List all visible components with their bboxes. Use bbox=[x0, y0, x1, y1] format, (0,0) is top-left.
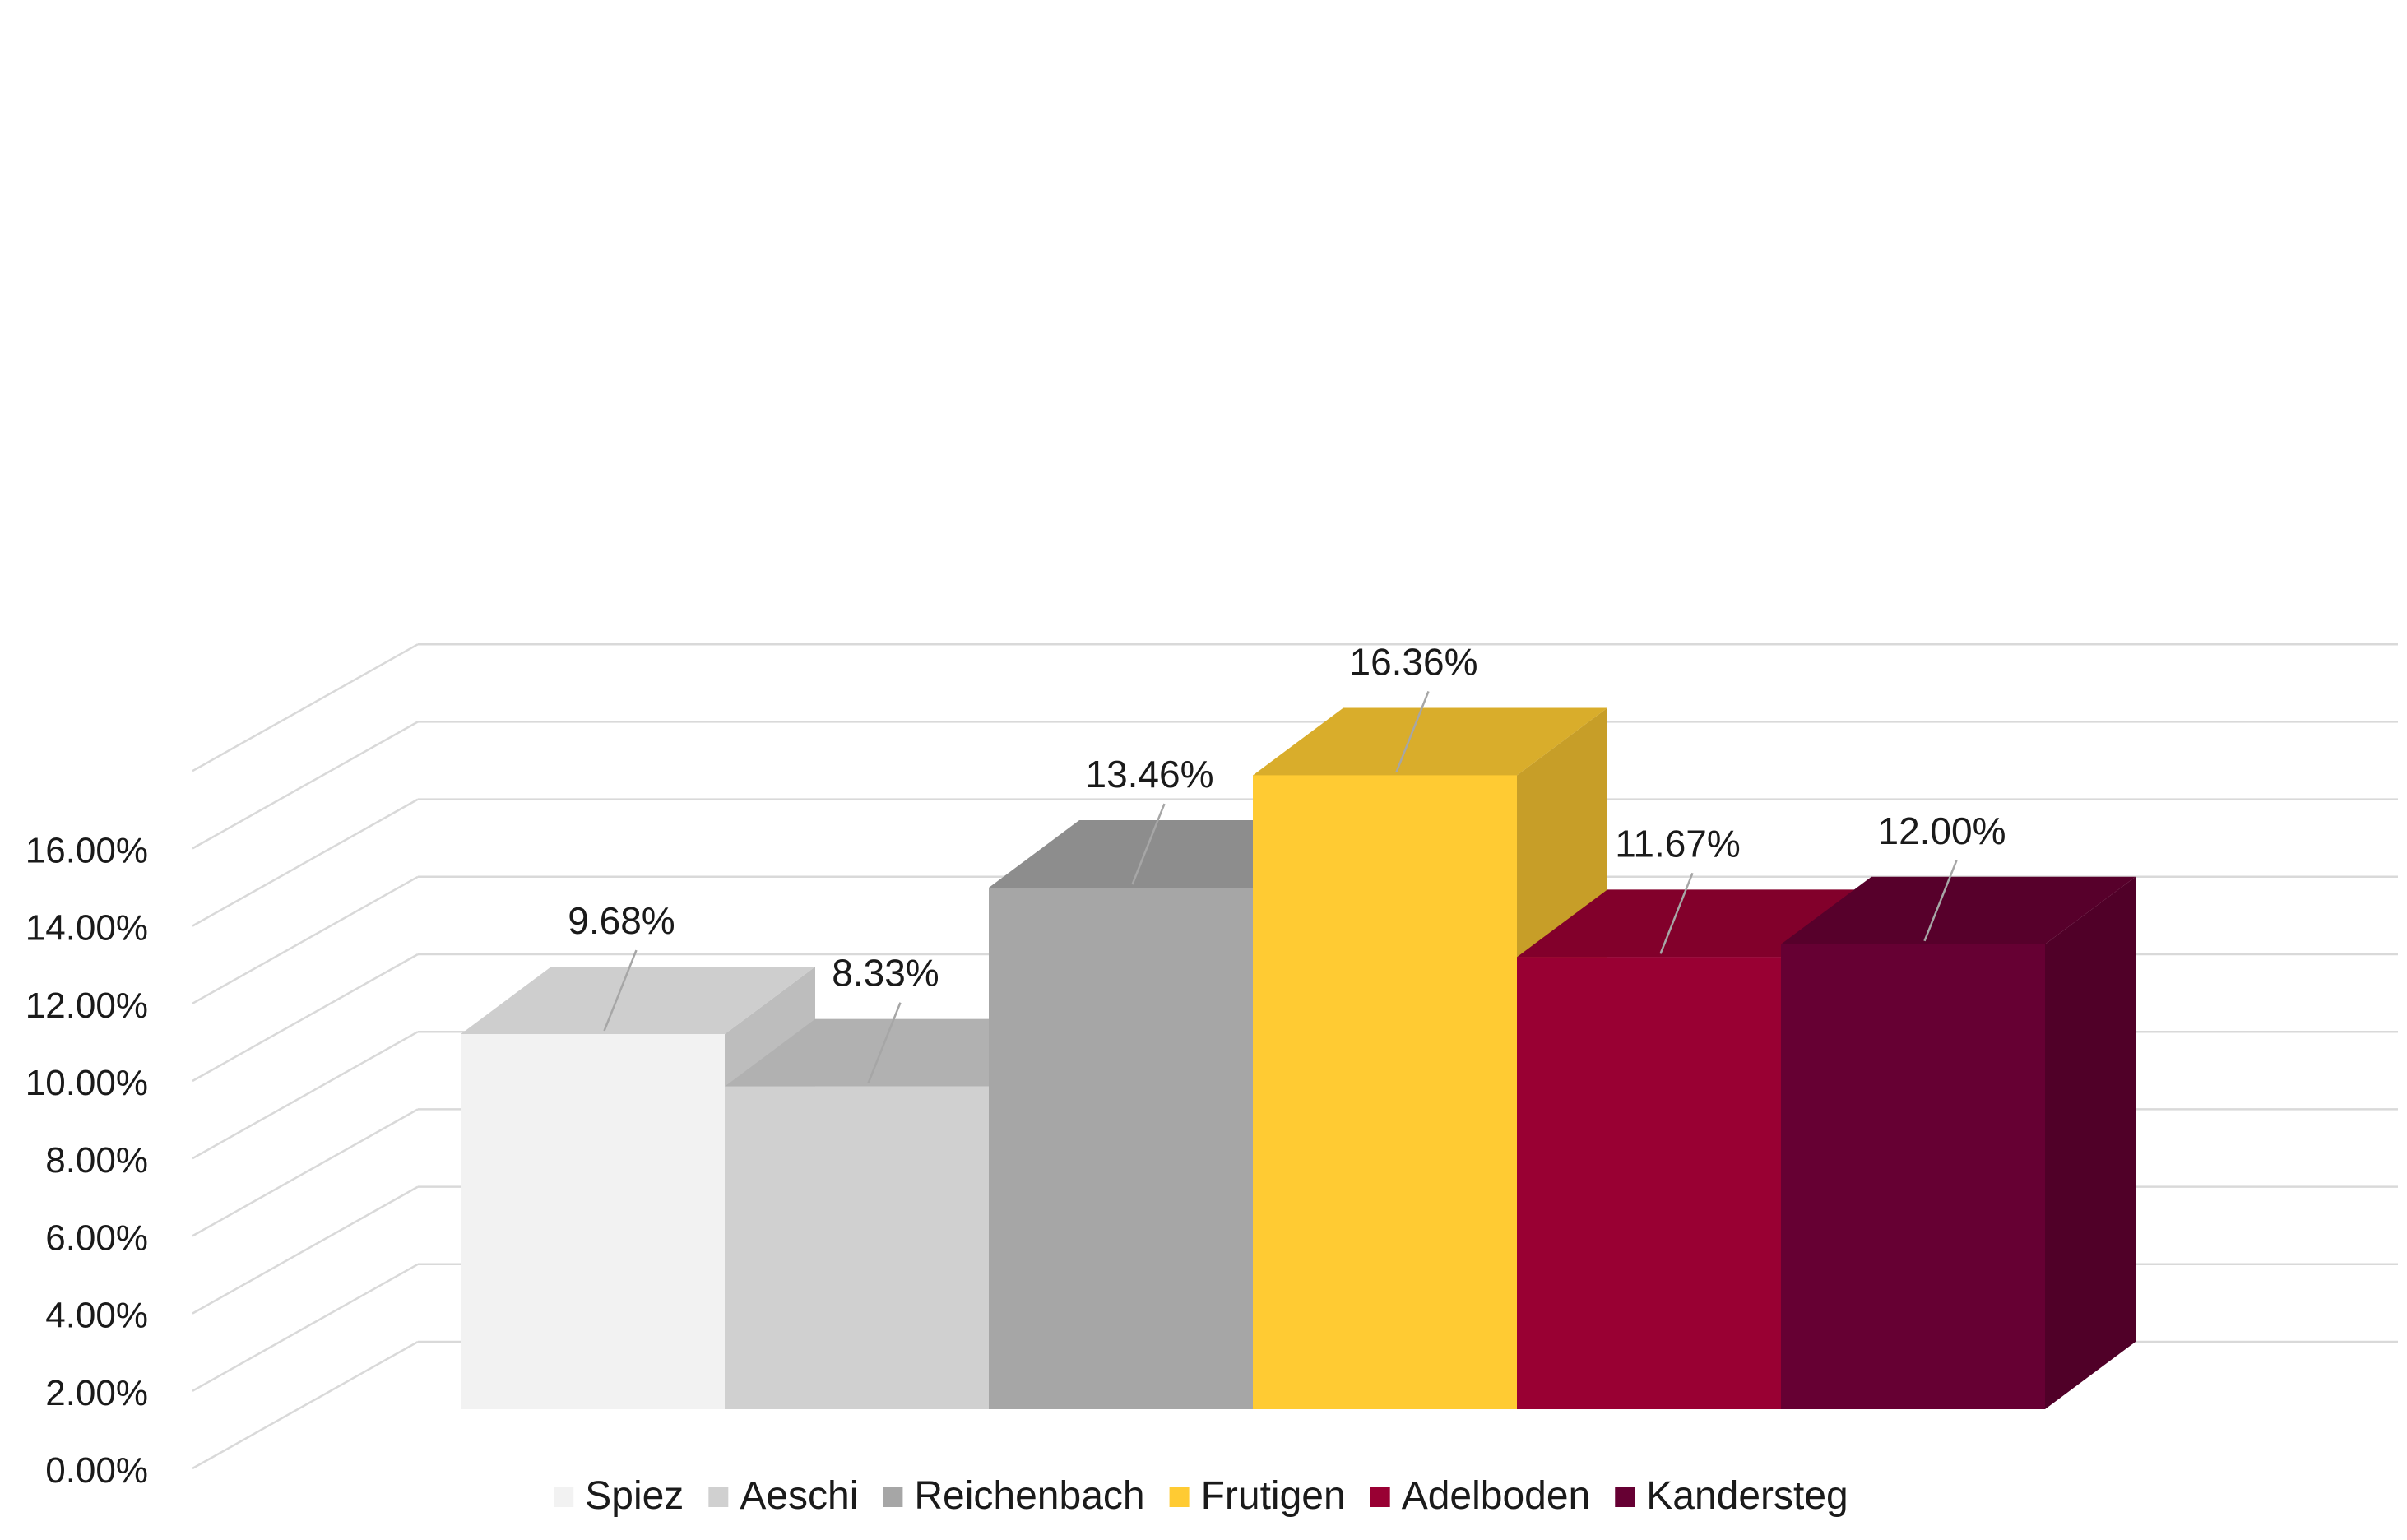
legend-label: Reichenbach bbox=[914, 1474, 1144, 1518]
legend-label: Aeschi bbox=[740, 1474, 858, 1518]
legend-label: Kandersteg bbox=[1646, 1474, 1848, 1518]
data-label-aeschi: 8.33% bbox=[832, 952, 939, 995]
data-label-reichenbach: 13.46% bbox=[1085, 753, 1213, 796]
legend-entry-aeschi: Aeschi bbox=[708, 1474, 858, 1518]
bar-side-face bbox=[2045, 876, 2136, 1409]
y-tick-label: 16.00% bbox=[26, 830, 148, 870]
data-label-adelboden: 11.67% bbox=[1615, 822, 1741, 865]
data-label-frutigen: 16.36% bbox=[1349, 640, 1477, 683]
bars bbox=[461, 707, 2136, 1409]
legend-label: Spiez bbox=[585, 1474, 684, 1518]
legend-entry-spiez: Spiez bbox=[554, 1474, 684, 1518]
data-label-spiez: 9.68% bbox=[568, 899, 675, 942]
data-label-leader bbox=[1131, 803, 1166, 885]
data-label-leader bbox=[1395, 690, 1430, 772]
bar-front-face-overlay bbox=[989, 888, 1253, 1409]
y-tick-label: 2.00% bbox=[45, 1373, 148, 1413]
bar-front-face-overlay bbox=[1253, 775, 1517, 1409]
gridline-side-14 bbox=[192, 798, 419, 927]
data-label-leader bbox=[1923, 860, 1958, 942]
legend-entry-frutigen: Frutigen bbox=[1169, 1474, 1346, 1518]
data-label-kandersteg: 12.00% bbox=[1877, 809, 2006, 852]
y-tick-label: 4.00% bbox=[45, 1296, 148, 1336]
bar-front-face bbox=[461, 1034, 725, 1409]
legend-entry-kandersteg: Kandersteg bbox=[1615, 1474, 1848, 1518]
legend-swatch bbox=[1370, 1487, 1390, 1507]
gridline-side-10 bbox=[192, 953, 419, 1083]
legend-swatch bbox=[883, 1487, 903, 1507]
y-tick-label: 0.00% bbox=[45, 1450, 148, 1491]
data-label-leader bbox=[1659, 872, 1694, 954]
bar-top-face bbox=[461, 967, 815, 1035]
legend-swatch bbox=[1615, 1487, 1635, 1507]
legend-label: Frutigen bbox=[1201, 1474, 1346, 1518]
gridline-side-18 bbox=[192, 643, 419, 772]
y-tick-label: 8.00% bbox=[45, 1140, 148, 1181]
gridline-side-8 bbox=[192, 1031, 419, 1160]
data-label-leader bbox=[603, 949, 638, 1032]
bar-front-face-overlay bbox=[1517, 957, 1781, 1409]
legend: Spiez Aeschi Reichenbach Frutigen Adelboden K… bbox=[554, 1474, 1848, 1518]
legend-label: Adelboden bbox=[1402, 1474, 1591, 1518]
gridline-side-2 bbox=[192, 1263, 419, 1392]
bar-front-face-overlay bbox=[725, 1086, 989, 1409]
legend-swatch bbox=[1169, 1487, 1190, 1507]
bar-top-face bbox=[1781, 876, 2136, 944]
y-tick-label: 6.00% bbox=[45, 1218, 148, 1258]
gridline-side-4 bbox=[192, 1185, 419, 1315]
y-tick-label: 10.00% bbox=[26, 1063, 148, 1103]
y-tick-label: 14.00% bbox=[26, 908, 148, 949]
data-labels: 9.68% 8.33% 13.46% 16.36% 11.67% 12.00% bbox=[568, 640, 2006, 1084]
gridline-side-16 bbox=[192, 721, 419, 850]
gridline-side-6 bbox=[192, 1108, 419, 1237]
gridline-side-12 bbox=[192, 875, 419, 1004]
y-tick-label: 12.00% bbox=[26, 986, 148, 1026]
legend-swatch bbox=[554, 1487, 574, 1507]
data-label-leader bbox=[867, 1002, 902, 1084]
bar-front-face-overlay bbox=[1781, 944, 2045, 1409]
gridline-side-0 bbox=[192, 1340, 419, 1470]
bar-top-face bbox=[1517, 889, 1871, 958]
bar-top-face bbox=[1253, 707, 1607, 776]
y-axis-tick-labels: 0.00% 2.00% 4.00% 6.00% 8.00% 10.00% 12.00% 14.… bbox=[26, 830, 148, 1491]
legend-entry-adelboden: Adelboden bbox=[1370, 1474, 1591, 1518]
legend-entry-reichenbach: Reichenbach bbox=[883, 1474, 1145, 1518]
legend-swatch bbox=[708, 1487, 729, 1507]
